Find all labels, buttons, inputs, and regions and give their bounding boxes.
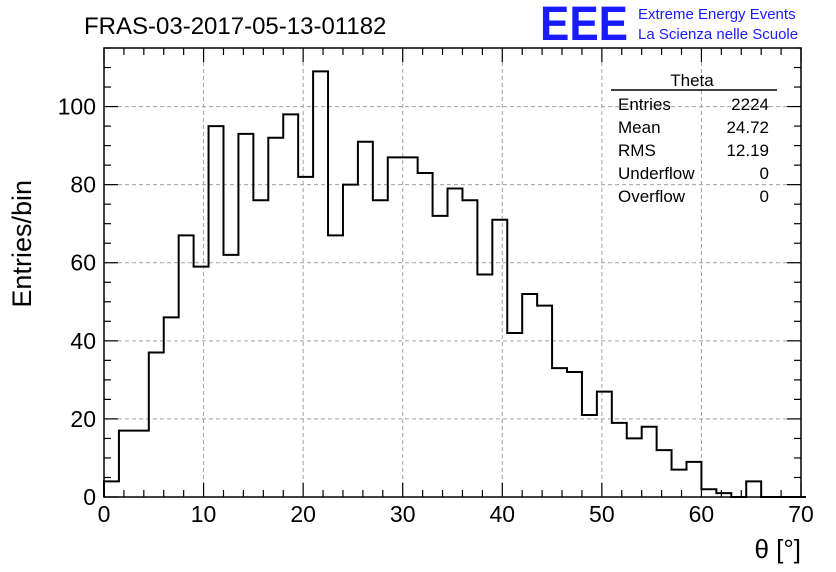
y-axis-label: Entries/bin bbox=[7, 180, 37, 308]
x-tick-label: 50 bbox=[589, 501, 615, 527]
logo-letters: EEE bbox=[540, 0, 628, 51]
stats-value-overflow: 0 bbox=[760, 187, 769, 206]
x-tick-label: 30 bbox=[390, 501, 416, 527]
stats-value-underflow: 0 bbox=[760, 164, 769, 183]
chart-title: FRAS-03-2017-05-13-01182 bbox=[84, 13, 386, 40]
histogram-series bbox=[103, 70, 806, 498]
y-tick-label: 80 bbox=[70, 172, 96, 198]
x-tick-label: 70 bbox=[788, 501, 814, 527]
stats-title: Theta bbox=[670, 71, 714, 90]
stats-label-rms: RMS bbox=[618, 141, 656, 160]
stats-value-entries: 2224 bbox=[731, 95, 769, 114]
logo-line-2: La Scienza nelle Scuole bbox=[638, 26, 798, 43]
y-tick-label: 0 bbox=[83, 484, 96, 510]
tick-labels: 0 10 20 30 40 50 60 70 0 20 40 60 80 100 bbox=[58, 94, 814, 527]
x-tick-label: 60 bbox=[689, 501, 715, 527]
x-tick-label: 0 bbox=[98, 501, 111, 527]
y-tick-label: 60 bbox=[70, 250, 96, 276]
logo-line-1: Extreme Energy Events bbox=[638, 6, 796, 23]
eee-logo: EEE Extreme Energy Events La Scienza nel… bbox=[540, 0, 798, 51]
stats-value-rms: 12.19 bbox=[726, 141, 769, 160]
x-tick-label: 40 bbox=[489, 501, 515, 527]
x-tick-label: 10 bbox=[191, 501, 217, 527]
stats-label-overflow: Overflow bbox=[618, 187, 686, 206]
x-tick-label: 20 bbox=[290, 501, 316, 527]
stats-label-entries: Entries bbox=[618, 95, 671, 114]
axis-ticks bbox=[103, 47, 802, 498]
plot-frame bbox=[103, 47, 802, 498]
stats-box: Theta Entries 2224 Mean 24.72 RMS 12.19 … bbox=[611, 71, 777, 206]
y-tick-label: 40 bbox=[70, 328, 96, 354]
stats-value-mean: 24.72 bbox=[726, 118, 769, 137]
x-axis-label: θ [°] bbox=[754, 534, 801, 564]
y-tick-label: 20 bbox=[70, 406, 96, 432]
grid bbox=[104, 48, 801, 497]
stats-label-mean: Mean bbox=[618, 118, 661, 137]
y-tick-label: 100 bbox=[58, 94, 96, 120]
stats-label-underflow: Underflow bbox=[618, 164, 695, 183]
